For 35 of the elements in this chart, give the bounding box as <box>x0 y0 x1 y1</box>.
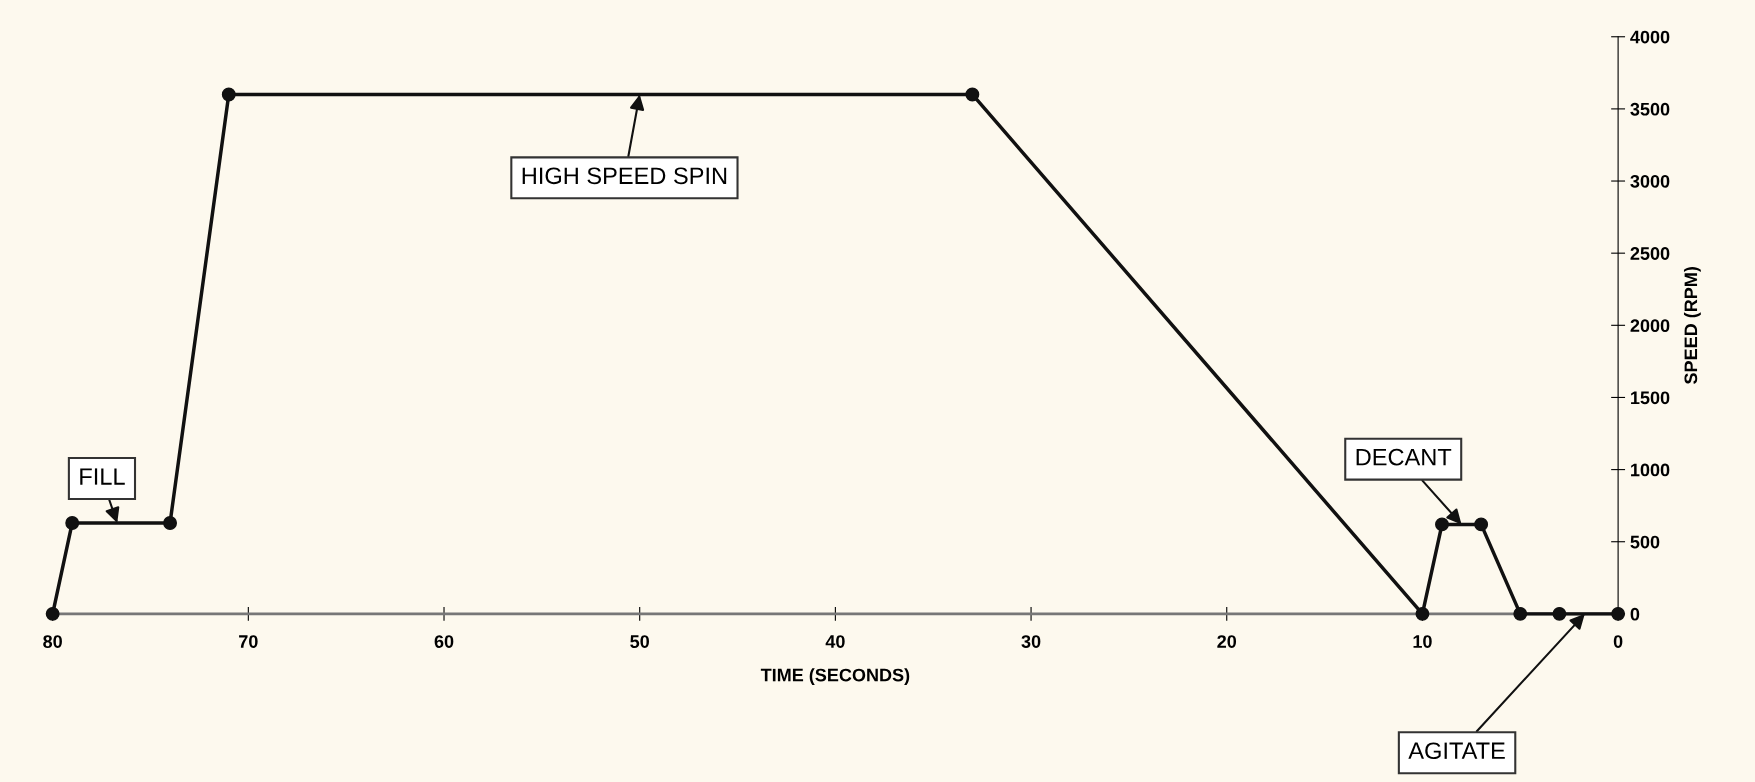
x-tick-label: 10 <box>1413 635 1432 648</box>
x-tick-label: 60 <box>434 635 454 648</box>
point <box>1415 606 1430 621</box>
y-tick-label: 1500 <box>1631 391 1670 405</box>
point <box>1552 606 1567 621</box>
point <box>163 516 178 530</box>
y-tick-label: 3000 <box>1630 174 1670 188</box>
y-tick-label: 4000 <box>1630 30 1670 44</box>
x-tick-label: 30 <box>1021 635 1041 648</box>
point <box>965 87 980 102</box>
annotation: AGITATE <box>1408 742 1505 760</box>
point <box>1611 606 1626 621</box>
x-axis-title: TIME (SECONDS) <box>760 668 910 686</box>
x-tick-label: 0 <box>1613 635 1623 648</box>
y-tick-label: 500 <box>1630 535 1660 549</box>
y-tick-label: 2000 <box>1630 319 1670 333</box>
point <box>1435 517 1449 532</box>
point <box>1513 606 1528 621</box>
y-tick-label: 2500 <box>1630 247 1670 260</box>
point <box>1474 517 1489 532</box>
x-tick-label: 50 <box>630 635 649 648</box>
x-tick-label: 40 <box>825 635 845 648</box>
x-tick-label: 70 <box>239 635 258 648</box>
x-tick-label: 80 <box>43 635 62 648</box>
y-tick-label: 1000 <box>1631 463 1670 477</box>
point <box>221 87 236 102</box>
y-axis-title: SPEED (RPM) <box>1683 267 1701 384</box>
annotation: DECANT <box>1356 448 1452 466</box>
y-tick-label: 0 <box>1630 607 1640 621</box>
point <box>65 516 80 530</box>
point <box>45 606 60 621</box>
y-tick-label: 3500 <box>1630 102 1670 116</box>
x-tick-label: 20 <box>1217 635 1237 648</box>
annotation: HIGH SPEED SPIN <box>522 167 727 185</box>
annotation: FILL <box>80 468 125 485</box>
